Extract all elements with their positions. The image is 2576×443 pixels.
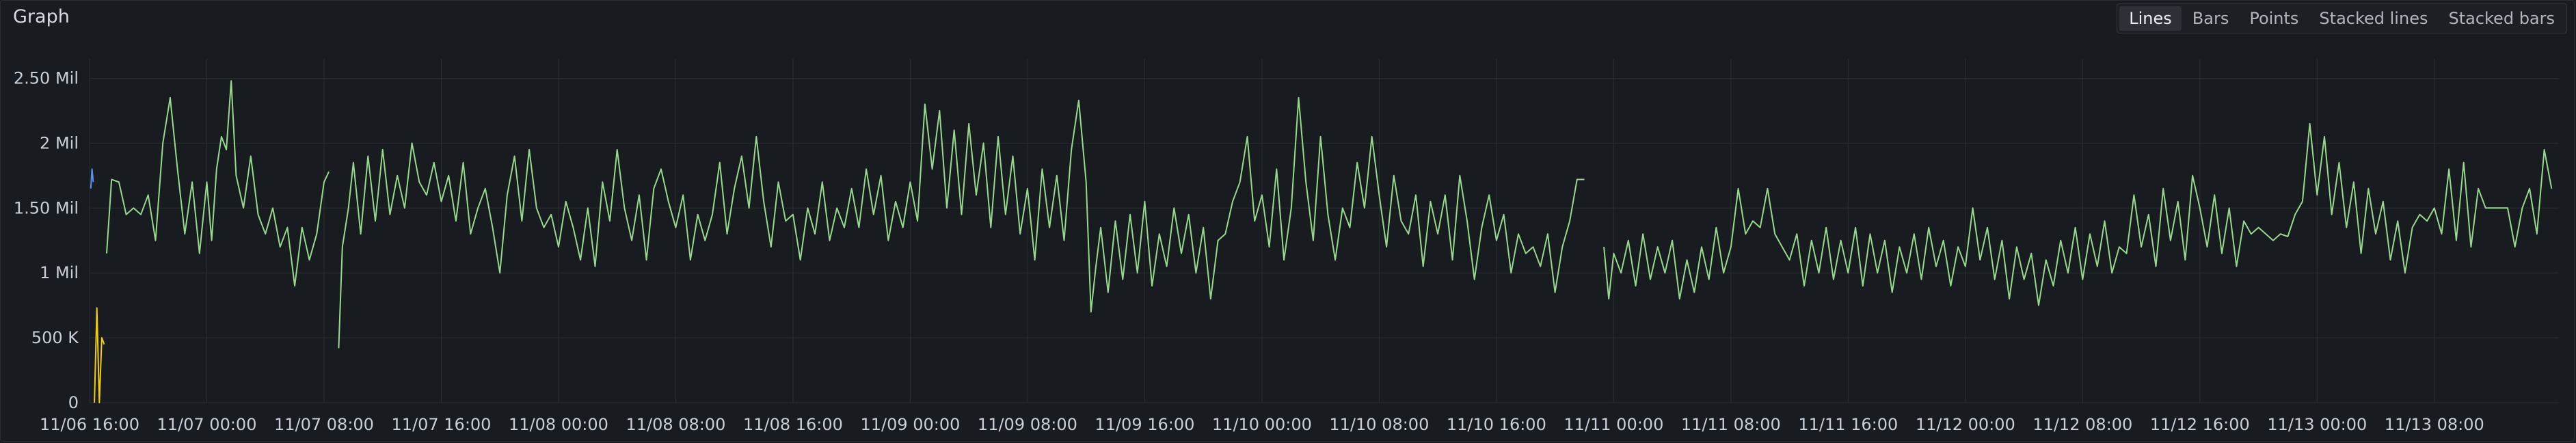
view-option-stacked-lines[interactable]: Stacked lines	[2319, 9, 2428, 28]
series-line-2	[90, 168, 94, 189]
view-option-lines[interactable]: Lines	[2119, 6, 2182, 31]
x-tick-label: 11/07 00:00	[157, 415, 257, 434]
x-tick-label: 11/09 16:00	[1095, 415, 1194, 434]
y-tick-label: 2.50 Mil	[14, 68, 79, 88]
x-tick-label: 11/11 08:00	[1681, 415, 1781, 434]
grid-lines	[89, 59, 2559, 403]
x-tick-label: 11/12 00:00	[1916, 415, 2015, 434]
x-tick-label: 11/11 00:00	[1564, 415, 1663, 434]
x-tick-label: 11/08 08:00	[626, 415, 725, 434]
y-tick-label: 0	[68, 393, 79, 412]
x-tick-label: 11/12 16:00	[2150, 415, 2250, 434]
x-tick-label: 11/13 08:00	[2385, 415, 2484, 434]
x-tick-label: 11/09 08:00	[978, 415, 1077, 434]
x-tick-label: 11/13 00:00	[2267, 415, 2367, 434]
series-line-0	[106, 80, 2553, 349]
y-tick-label: 2 Mil	[40, 133, 79, 152]
y-tick-label: 500 K	[31, 328, 79, 347]
x-tick-label: 11/08 16:00	[743, 415, 843, 434]
view-option-points[interactable]: Points	[2249, 9, 2299, 28]
series-layer	[90, 80, 2553, 403]
view-option-bars[interactable]: Bars	[2192, 9, 2229, 28]
x-tick-label: 11/08 00:00	[509, 415, 608, 434]
y-axis: 0 500 K 1 Mil 1.50 Mil 2 Mil 2.50 Mil	[14, 68, 79, 412]
view-option-stacked-bars[interactable]: Stacked bars	[2448, 9, 2555, 28]
x-tick-label: 11/11 16:00	[1798, 415, 1898, 434]
x-tick-label: 11/06 16:00	[40, 415, 139, 434]
x-axis: 11/06 16:00 11/07 00:00 11/07 08:00 11/07 1…	[40, 415, 2484, 434]
x-tick-label: 11/10 16:00	[1447, 415, 1546, 434]
x-tick-label: 11/10 00:00	[1212, 415, 1312, 434]
y-tick-label: 1.50 Mil	[14, 198, 79, 217]
y-tick-label: 1 Mil	[40, 263, 79, 282]
x-tick-label: 11/10 08:00	[1329, 415, 1429, 434]
x-tick-label: 11/07 16:00	[391, 415, 491, 434]
panel-title: Graph	[13, 6, 70, 27]
x-tick-label: 11/12 08:00	[2032, 415, 2132, 434]
x-tick-label: 11/09 00:00	[860, 415, 960, 434]
series-line-1	[94, 307, 105, 403]
view-mode-toggle: Lines Bars Points Stacked lines Stacked …	[2117, 3, 2567, 33]
x-tick-label: 11/07 08:00	[274, 415, 374, 434]
